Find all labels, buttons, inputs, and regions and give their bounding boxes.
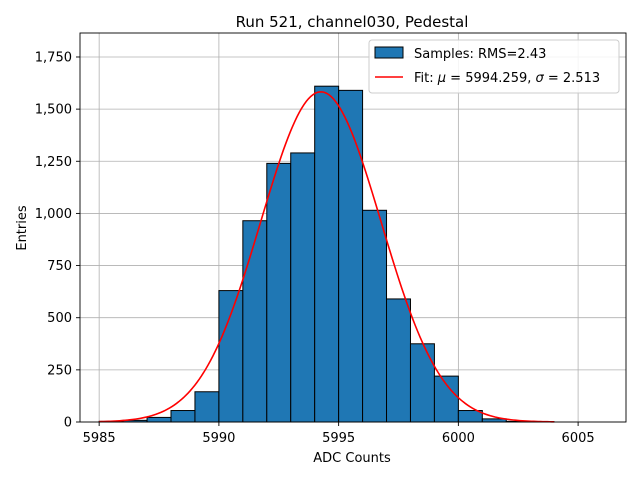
y-tick-label: 500 [47, 311, 72, 326]
x-tick-label: 5985 [83, 431, 116, 446]
histogram-bar [147, 417, 171, 422]
histogram-bar [243, 221, 267, 422]
y-tick-label: 750 [47, 259, 72, 274]
y-tick-label: 1,500 [35, 103, 72, 118]
histogram-bar [171, 411, 195, 422]
chart-title: Run 521, channel030, Pedestal [236, 13, 469, 31]
histogram-bar [410, 344, 434, 422]
x-tick-label: 5990 [202, 431, 235, 446]
x-tick-label: 5995 [322, 431, 355, 446]
x-axis-ticks: 5985 5990 5995 6000 6005 [83, 422, 595, 446]
y-tick-label: 1,750 [35, 50, 72, 65]
histogram-bar [339, 90, 363, 422]
histogram-bar [267, 163, 291, 422]
y-axis-ticks: 0 250 500 750 1,000 1,250 1,500 1,750 [35, 50, 80, 430]
legend-label-fit: Fit: μ = 5994.259, σ = 2.513 [414, 71, 600, 86]
legend-label-samples: Samples: RMS=2.43 [414, 47, 546, 62]
histogram-bar [195, 392, 219, 422]
x-tick-label: 6000 [442, 431, 475, 446]
y-tick-label: 250 [47, 363, 72, 378]
histogram-bar [219, 291, 243, 422]
x-tick-label: 6005 [562, 431, 595, 446]
y-tick-label: 0 [64, 416, 72, 431]
y-axis-label: Entries [15, 205, 30, 251]
histogram-bar [387, 299, 411, 422]
y-tick-label: 1,000 [35, 207, 72, 222]
histogram-bar [363, 210, 387, 422]
y-tick-label: 1,250 [35, 155, 72, 170]
x-axis-label: ADC Counts [313, 451, 391, 466]
histogram-bar [291, 153, 315, 422]
histogram-bar [315, 86, 339, 422]
histogram-bar [434, 376, 458, 422]
legend: Samples: RMS=2.43 Fit: μ = 5994.259, σ =… [369, 40, 619, 93]
histogram-bars [99, 86, 554, 422]
legend-patch-samples [375, 47, 403, 58]
